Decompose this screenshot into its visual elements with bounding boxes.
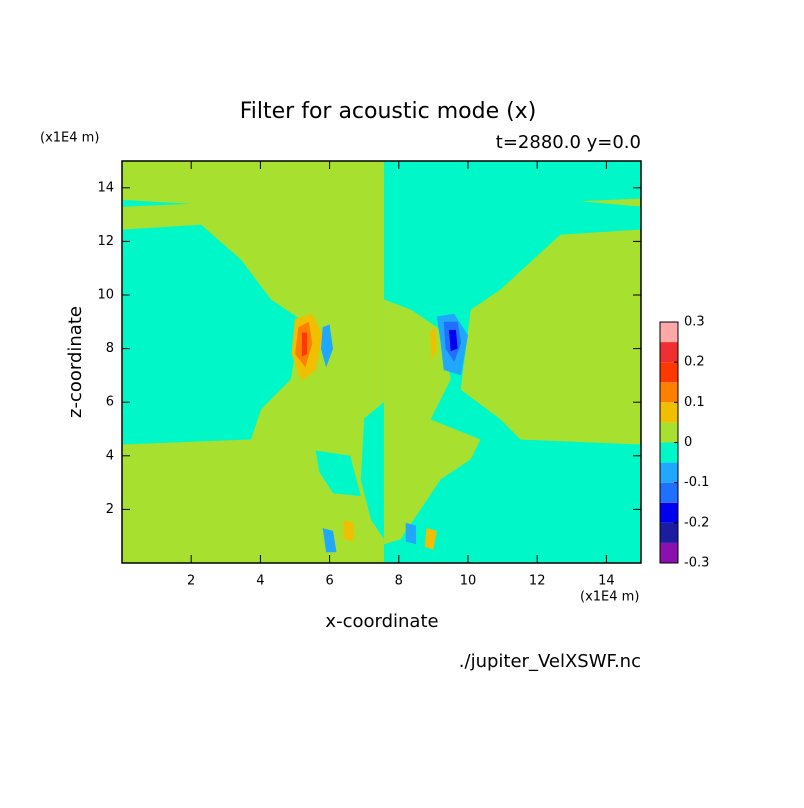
contour-region: [122, 199, 191, 207]
contour-region: [122, 224, 301, 445]
x-unit: (x1E4 m): [580, 590, 639, 605]
contour-region: [448, 329, 458, 352]
colorbar-band: [660, 422, 678, 443]
colorbar-band: [660, 502, 678, 523]
colorbar-tick-label: 0.1: [684, 395, 705, 410]
y-tick-label: 6: [106, 395, 114, 410]
y-tick-label: 8: [106, 341, 114, 356]
colorbar-band: [660, 542, 678, 563]
contour-region: [301, 332, 308, 357]
contour-region: [383, 299, 481, 545]
y-tick-label: 2: [106, 502, 114, 517]
x-tick-label: 4: [256, 574, 264, 589]
contour-region: [360, 402, 384, 539]
contour-region: [322, 528, 337, 553]
colorbar-tick-label: 0.3: [684, 315, 705, 330]
y-unit: (x1E4 m): [40, 131, 99, 146]
chart-title: Filter for acoustic mode (x): [240, 99, 537, 124]
chart-subtitle: t=2880.0 y=0.0: [496, 132, 641, 153]
contour-region: [429, 327, 437, 362]
x-tick-label: 8: [395, 574, 403, 589]
contour-region: [343, 520, 354, 542]
y-tick-label: 4: [106, 448, 114, 463]
contour-region: [405, 522, 417, 545]
colorbar-band: [660, 482, 678, 503]
x-tick-label: 6: [325, 574, 333, 589]
colorbar-tick-label: 0: [684, 435, 692, 450]
colorbar-band: [660, 402, 678, 423]
colorbar-band: [660, 522, 678, 543]
x-tick-label: 12: [529, 574, 546, 589]
x-axis-label: x-coordinate: [325, 611, 438, 632]
contour-region: [424, 528, 437, 550]
contour-region: [320, 324, 334, 368]
colorbar-tick-label: 0.2: [684, 355, 705, 370]
colorbar-band: [660, 462, 678, 483]
colorbar-band: [660, 342, 678, 363]
colorbar-tick-label: -0.2: [684, 515, 709, 530]
source-file: ./jupiter_VelXSWF.nc: [459, 651, 641, 672]
x-tick-label: 10: [460, 574, 477, 589]
colorbar-band: [660, 322, 678, 343]
y-tick-label: 14: [97, 180, 114, 195]
y-axis-label: z-coordinate: [65, 306, 86, 418]
colorbar-band: [660, 442, 678, 463]
colorbar-tick-label: -0.1: [684, 475, 709, 490]
y-tick-label: 12: [97, 234, 114, 249]
colorbar-band: [660, 382, 678, 403]
contour-region: [580, 198, 641, 207]
plot-frame: [121, 160, 642, 564]
colorbar-band: [660, 362, 678, 383]
x-tick-label: 14: [598, 574, 615, 589]
y-tick-label: 10: [97, 288, 114, 303]
colorbar-tick-label: -0.3: [684, 556, 709, 571]
contour-region: [315, 450, 361, 496]
x-tick-label: 2: [187, 574, 195, 589]
